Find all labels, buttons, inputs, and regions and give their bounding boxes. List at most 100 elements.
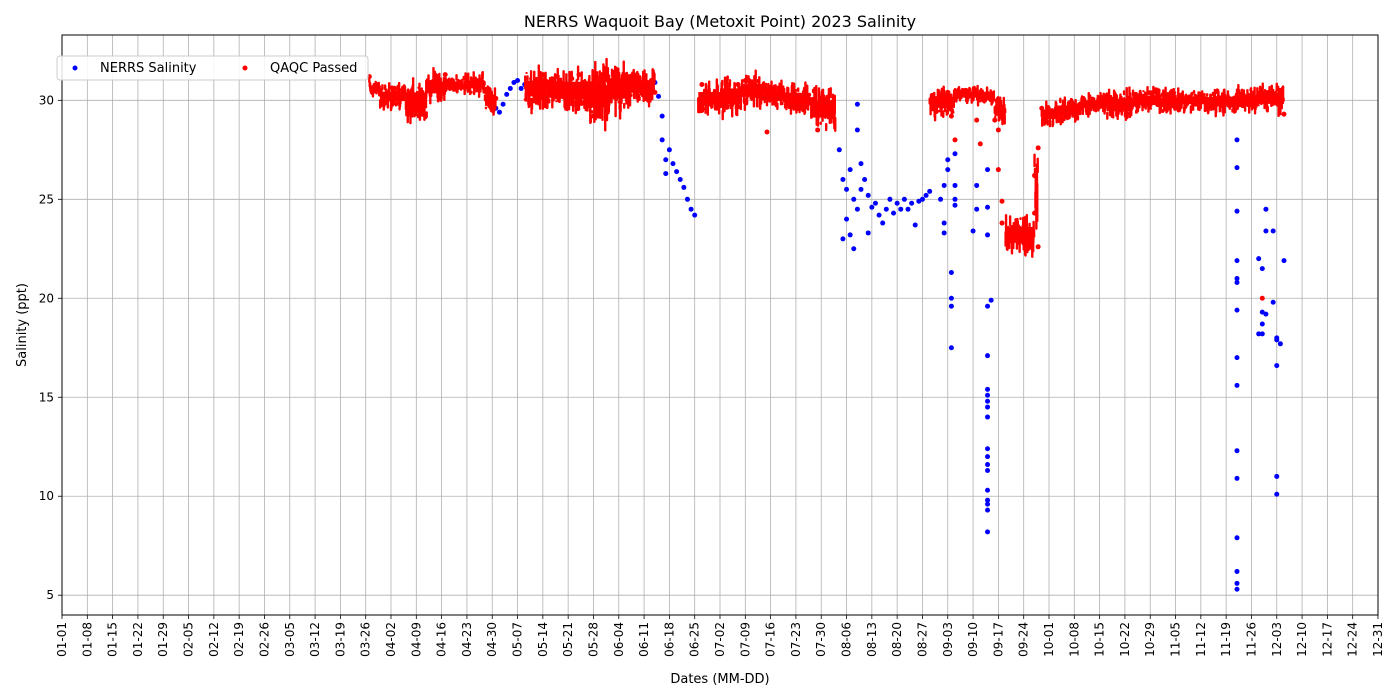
data-point [1082, 99, 1088, 105]
data-point [1274, 363, 1280, 369]
data-point [985, 414, 991, 420]
data-point [500, 101, 506, 107]
data-point [985, 507, 991, 513]
data-point [525, 85, 531, 91]
data-band-core [1081, 100, 1107, 109]
data-point [652, 89, 658, 95]
data-point [1234, 279, 1240, 285]
data-band-segment [388, 85, 392, 90]
data-point [847, 232, 853, 238]
data-point [1046, 113, 1052, 119]
data-point [1259, 266, 1265, 272]
data-point [1277, 341, 1283, 347]
x-tick-label: 10-22 [1118, 622, 1132, 657]
x-tick-label: 11-12 [1194, 622, 1208, 657]
data-band-segment [383, 84, 387, 89]
x-tick-label: 02-19 [232, 622, 246, 657]
data-point [869, 204, 875, 210]
data-point [663, 171, 669, 177]
data-point [1097, 95, 1103, 101]
data-band-segment [1107, 88, 1111, 100]
data-point [583, 97, 589, 103]
data-point [457, 81, 463, 87]
data-point [844, 186, 850, 192]
data-band-core [1034, 173, 1039, 211]
data-point [1256, 256, 1262, 262]
data-band-segment [976, 84, 979, 94]
x-tick-label: 11-19 [1219, 622, 1233, 657]
data-band-segment [749, 80, 752, 86]
data-band-segment [705, 84, 708, 92]
data-point [995, 127, 1001, 133]
data-band-segment [1003, 113, 1006, 125]
data-point [435, 76, 441, 82]
data-band-segment [1261, 82, 1264, 90]
data-point [1263, 228, 1269, 234]
data-band-segment [526, 75, 529, 81]
data-point [688, 206, 694, 212]
x-tick-label: 04-23 [460, 622, 474, 657]
x-tick-label: 12-24 [1346, 622, 1360, 657]
data-point [872, 200, 878, 206]
data-point [670, 161, 676, 167]
data-point [1234, 208, 1240, 214]
data-band-segment [651, 91, 654, 101]
data-point [854, 101, 860, 107]
data-band-segment [530, 98, 534, 110]
x-tick-label: 06-25 [688, 622, 702, 657]
x-tick-label: 06-11 [637, 622, 651, 657]
data-point [985, 232, 991, 238]
data-point [1256, 95, 1262, 101]
data-point [1281, 111, 1287, 117]
data-point [1021, 240, 1027, 246]
data-point [1263, 311, 1269, 317]
data-point [598, 81, 604, 87]
data-band-segment [706, 102, 709, 116]
data-point [988, 297, 994, 303]
data-band-segment [1220, 92, 1224, 99]
data-point [815, 127, 821, 133]
data-point [496, 109, 502, 115]
x-tick-label: 07-23 [789, 622, 803, 657]
data-band-segment [1063, 113, 1066, 122]
legend-marker-qaqc [242, 65, 248, 71]
data-band-core [485, 94, 496, 106]
data-point [948, 345, 954, 351]
data-point [1140, 93, 1146, 99]
data-band-segment [726, 75, 729, 81]
data-point [612, 70, 618, 76]
x-tick-label: 05-21 [561, 622, 575, 657]
y-tick-label: 15 [39, 390, 54, 404]
data-point [985, 446, 991, 452]
data-point [569, 76, 575, 82]
data-band-core [629, 80, 655, 93]
data-point [750, 85, 756, 91]
data-point [793, 105, 799, 111]
data-point [1220, 99, 1226, 105]
data-point [1256, 331, 1262, 337]
data-point [1281, 258, 1287, 264]
data-point [851, 246, 857, 252]
x-tick-label: 03-26 [359, 622, 373, 657]
data-band-segment [1045, 100, 1048, 113]
legend-box [56, 55, 369, 81]
data-point [677, 177, 683, 183]
data-band-segment [632, 91, 636, 100]
data-point [1032, 210, 1038, 216]
data-band-segment [594, 60, 597, 88]
data-band-segment [630, 93, 633, 97]
data-point [1234, 307, 1240, 313]
y-tick-label: 20 [39, 291, 54, 305]
data-band-segment [942, 110, 945, 118]
data-point [930, 101, 936, 107]
data-point [938, 93, 944, 99]
x-tick-label: 02-05 [182, 622, 196, 657]
data-band-segment [825, 123, 828, 132]
data-point [1104, 101, 1110, 107]
data-point [1274, 337, 1280, 343]
data-point [1270, 299, 1276, 305]
data-point [659, 113, 665, 119]
data-point [619, 87, 625, 93]
data-point [1006, 232, 1012, 238]
data-band-core [546, 84, 565, 97]
